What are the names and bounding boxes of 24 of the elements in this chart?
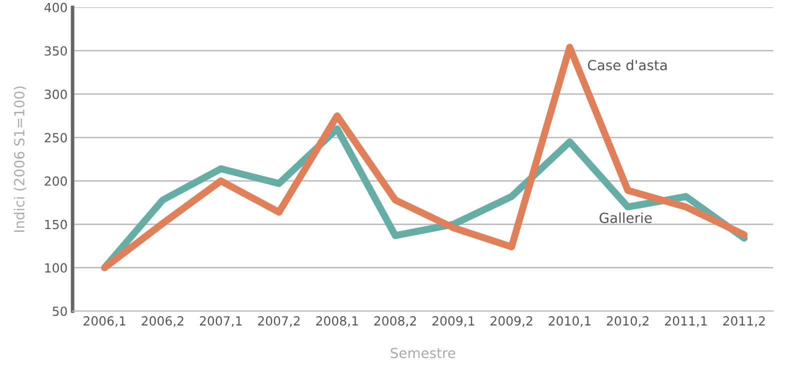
x-tick-label: 2007,1 (200, 316, 242, 327)
y-tick-label: 100 (45, 263, 67, 273)
x-tick-label: 2010,2 (606, 316, 648, 327)
x-tick-label: 2008,2 (374, 316, 416, 327)
y-axis-title: Indici (2006 S1=100) (14, 86, 26, 232)
y-tick-label: 200 (44, 176, 67, 186)
series-label: Gallerie (600, 212, 652, 224)
y-tick-label: 400 (44, 2, 67, 12)
series-label: Case d'asta (588, 60, 667, 70)
x-tick-label: 2011,1 (665, 316, 707, 327)
x-axis-title: Semestre (390, 348, 456, 358)
x-tick-label: 2010,1 (548, 316, 590, 327)
x-tick-label: 2007,2 (258, 316, 300, 327)
y-tick-label: 150 (45, 220, 67, 230)
y-tick-label: 350 (44, 46, 67, 56)
x-tick-label: 2011,2 (723, 316, 765, 327)
x-tick-label: 2009,1 (432, 316, 474, 327)
x-tick-label: 2008,1 (316, 316, 358, 327)
x-tick-label: 2006,1 (84, 316, 126, 327)
y-tick-label: 250 (44, 132, 67, 142)
y-tick-label: 50 (52, 306, 67, 316)
x-tick-label: 2006,2 (142, 316, 184, 327)
x-tick-label: 2009,2 (490, 316, 532, 327)
y-tick-label: 300 (44, 90, 67, 100)
